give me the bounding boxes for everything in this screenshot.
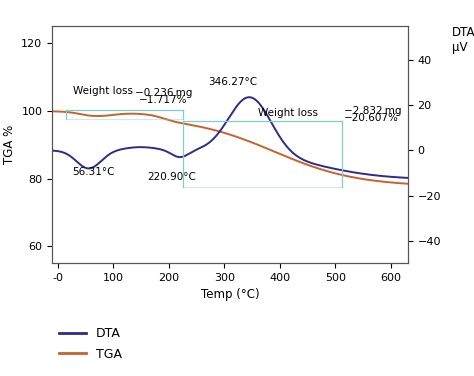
Text: −20.607%: −20.607%: [344, 114, 399, 123]
Legend: DTA, TGA: DTA, TGA: [54, 323, 127, 366]
Text: 56.31°C: 56.31°C: [72, 167, 115, 177]
Y-axis label: TGA %: TGA %: [3, 125, 16, 164]
Y-axis label: DTA
μV: DTA μV: [452, 26, 474, 54]
Text: −0.236 mg: −0.236 mg: [135, 88, 192, 98]
Text: 220.90°C: 220.90°C: [147, 172, 196, 182]
Text: −1.717%: −1.717%: [139, 95, 188, 105]
Text: Weight loss: Weight loss: [73, 86, 133, 96]
Text: Weight loss: Weight loss: [258, 108, 318, 118]
X-axis label: Temp (°C): Temp (°C): [201, 288, 259, 302]
Text: −2.832 mg: −2.832 mg: [344, 106, 401, 116]
Text: 346.27°C: 346.27°C: [208, 77, 257, 87]
